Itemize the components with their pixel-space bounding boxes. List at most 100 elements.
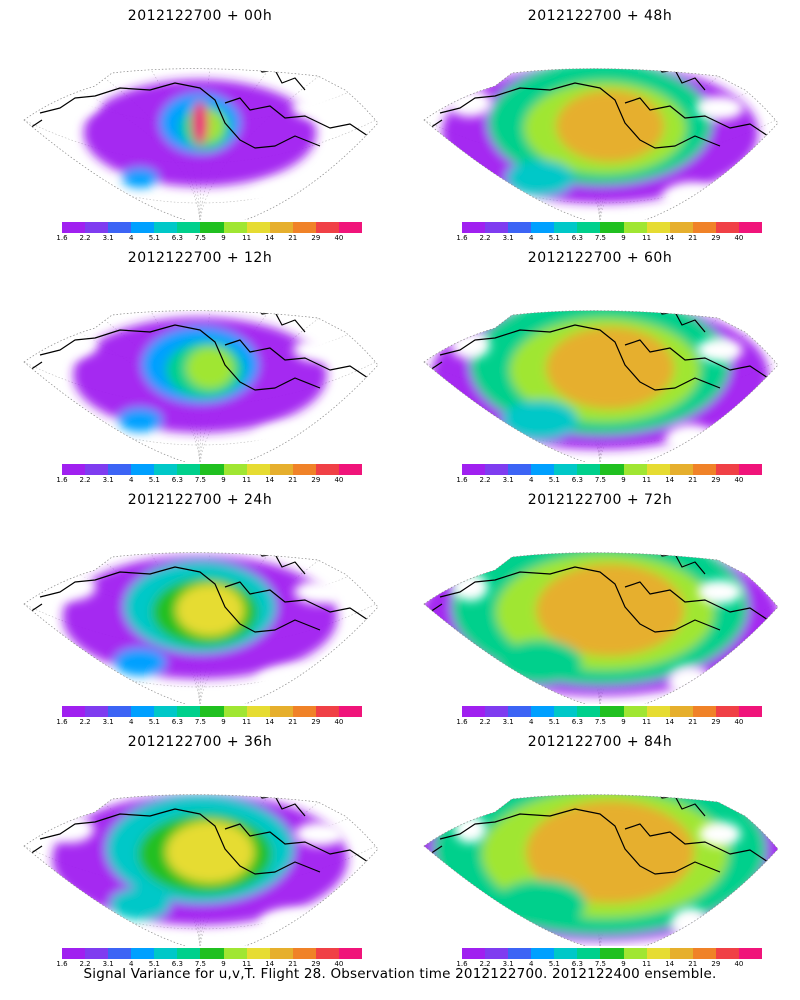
colorbar-tick-label: 3.1 [502, 234, 514, 242]
colorbar-tick-label: 2.2 [79, 234, 91, 242]
colorbar-tick-label: 11 [242, 476, 252, 484]
colorbar-labels: 1.6 2.2 3.1 4 5.1 6.3 7.5 9 11 14 21 29 40 [56, 960, 362, 970]
colorbar-tick-label: 6.3 [571, 718, 583, 726]
colorbar-swatch [577, 464, 601, 475]
panel-title: 2012122700 + 60h [527, 250, 673, 266]
variance-region [494, 880, 586, 928]
colorbar-tick-label: 9 [621, 960, 626, 968]
colorbar-swatch [462, 706, 486, 717]
colorbar-tick-label: 14 [665, 476, 675, 484]
forecast-panel: 2012122700 + 60h 1.6 2.2 3.1 4 5.1 6.3 7.5 9 11 14… [400, 242, 800, 484]
colorbar-tick-label: 9 [621, 234, 626, 242]
colorbar-tick-label: 5.1 [148, 718, 160, 726]
colorbar-swatch [623, 222, 647, 233]
colorbar-swatch [223, 222, 247, 233]
colorbar [62, 948, 363, 959]
colorbar-tick-label: 21 [288, 960, 298, 968]
colorbar-tick-label: 11 [642, 234, 652, 242]
colorbar-swatch [108, 464, 132, 475]
colorbar-swatch [692, 464, 716, 475]
colorbar-swatch [508, 464, 532, 475]
colorbar-swatch [554, 222, 578, 233]
colorbar-swatch [646, 706, 670, 717]
colorbar-tick-label: 11 [242, 718, 252, 726]
colorbar-swatch [715, 706, 739, 717]
colorbar-labels: 1.6 2.2 3.1 4 5.1 6.3 7.5 9 11 14 21 29 40 [56, 234, 362, 244]
colorbar-labels: 1.6 2.2 3.1 4 5.1 6.3 7.5 9 11 14 21 29 40 [456, 234, 762, 244]
colorbar-swatch [554, 948, 578, 959]
colorbar-swatch [577, 706, 601, 717]
colorbar-tick-label: 11 [642, 476, 652, 484]
colorbar-tick-label: 5.1 [548, 476, 560, 484]
colorbar-tick-label: 4 [528, 718, 534, 726]
forecast-panel: 2012122700 + 12h 1.6 2.2 3.1 4 5.1 6.3 7.5 9 11 14… [0, 242, 400, 484]
colorbar-tick-label: 6.3 [171, 476, 183, 484]
colorbar-swatch [223, 948, 247, 959]
colorbar-tick-label: 3.1 [502, 718, 514, 726]
colorbar-swatch [246, 222, 270, 233]
colorbar-swatch [738, 222, 763, 233]
colorbar-swatch [177, 706, 201, 717]
map-boundary [423, 552, 779, 704]
colorbar-labels: 1.6 2.2 3.1 4 5.1 6.3 7.5 9 11 14 21 29 40 [56, 476, 362, 486]
colorbar-swatch [646, 948, 670, 959]
colorbar-swatch [154, 222, 178, 233]
colorbar-swatch [62, 464, 86, 475]
colorbar-tick-label: 29 [311, 234, 321, 242]
colorbar-tick-label: 40 [334, 476, 344, 484]
panel-title: 2012122700 + 48h [527, 8, 673, 24]
colorbar-swatch [154, 706, 178, 717]
colorbar-swatch [292, 222, 316, 233]
colorbar-swatch [623, 948, 647, 959]
colorbar-tick-label: 29 [311, 718, 321, 726]
colorbar-swatch [554, 706, 578, 717]
colorbar-swatch [531, 464, 555, 475]
colorbar-swatch [669, 706, 693, 717]
colorbar-tick-label: 2.2 [479, 476, 491, 484]
variance-region [526, 801, 694, 903]
colorbar-swatch [646, 464, 670, 475]
colorbar-tick-label: 21 [288, 476, 298, 484]
colorbar-swatch [315, 464, 339, 475]
colorbar-labels: 1.6 2.2 3.1 4 5.1 6.3 7.5 9 11 14 21 29 40 [456, 960, 762, 970]
colorbar-tick-label: 4 [128, 960, 134, 968]
colorbar-swatch [623, 464, 647, 475]
colorbar-tick-label: 21 [688, 476, 698, 484]
colorbar-swatch [62, 706, 86, 717]
colorbar-swatch [646, 222, 670, 233]
panel-title: 2012122700 + 36h [127, 734, 273, 750]
colorbar-swatch [577, 222, 601, 233]
colorbar-swatch [485, 948, 509, 959]
colorbar-tick-label: 21 [688, 718, 698, 726]
colorbar-tick-label: 29 [711, 718, 721, 726]
colorbar-tick-label: 6.3 [171, 718, 183, 726]
map-boundary [423, 68, 779, 220]
colorbar-tick-label: 6.3 [571, 476, 583, 484]
colorbar-tick-label: 9 [621, 476, 626, 484]
colorbar-swatch [531, 222, 555, 233]
colorbar-swatch [85, 948, 109, 959]
panel-title: 2012122700 + 00h [127, 8, 273, 24]
colorbar-tick-label: 5.1 [548, 960, 560, 968]
figure-caption: Signal Variance for u,v,T. Flight 28. Ob… [83, 966, 717, 982]
colorbar-swatch [692, 706, 716, 717]
colorbar-swatch [508, 706, 532, 717]
colorbar-tick-label: 6.3 [171, 234, 183, 242]
colorbar-tick-label: 5.1 [548, 718, 560, 726]
colorbar-tick-label: 3.1 [102, 718, 114, 726]
colorbar-swatch [292, 948, 316, 959]
colorbar-tick-label: 29 [711, 960, 721, 968]
variance-region [118, 408, 162, 432]
panel-title: 2012122700 + 24h [127, 492, 273, 508]
colorbar-tick-label: 29 [711, 234, 721, 242]
colorbar-tick-label: 3.1 [502, 476, 514, 484]
colorbar-swatch [200, 948, 224, 959]
colorbar-swatch [223, 706, 247, 717]
colorbar-swatch [246, 464, 270, 475]
colorbar-swatch [600, 948, 624, 959]
panel-title: 2012122700 + 84h [527, 734, 673, 750]
colorbar-tick-label: 4 [128, 476, 134, 484]
forecast-panel: 2012122700 + 24h 1.6 2.2 3.1 4 5.1 6.3 7.5 9 11 14… [0, 484, 400, 726]
colorbar-tick-label: 40 [734, 234, 744, 242]
map-boundary [23, 68, 379, 220]
